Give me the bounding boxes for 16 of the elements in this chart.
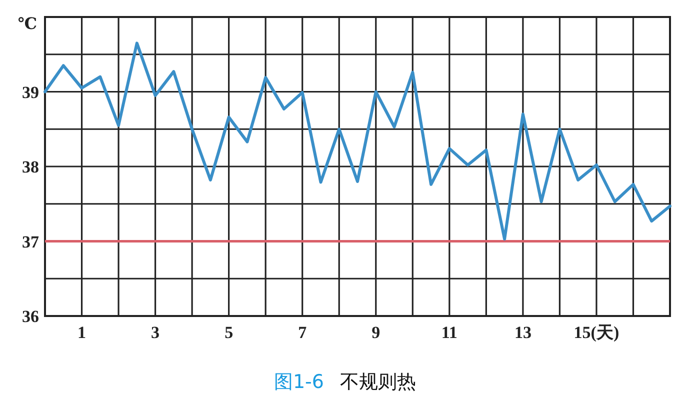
y-tick-label: 39 <box>22 82 39 102</box>
caption: 图1-6 <box>274 371 324 393</box>
x-tick-label: 11 <box>441 323 458 342</box>
x-tick-label: 3 <box>151 323 160 342</box>
x-tick-label: 1 <box>78 323 86 342</box>
x-tick-label: 7 <box>298 323 308 342</box>
y-tick-label: 38 <box>22 158 39 176</box>
y-axis-title: ℃ <box>18 16 37 33</box>
x-tick-label: 9 <box>372 323 380 342</box>
line-series <box>44 42 672 241</box>
y-tick-label: 36 <box>22 307 39 326</box>
x-tick-label: 13 <box>514 323 532 342</box>
text: 不规则热 <box>340 371 416 393</box>
x-tick-label: 5 <box>224 323 234 342</box>
x-tick-label: 15(天) <box>574 323 620 342</box>
y-tick-label: 37 <box>22 232 40 252</box>
